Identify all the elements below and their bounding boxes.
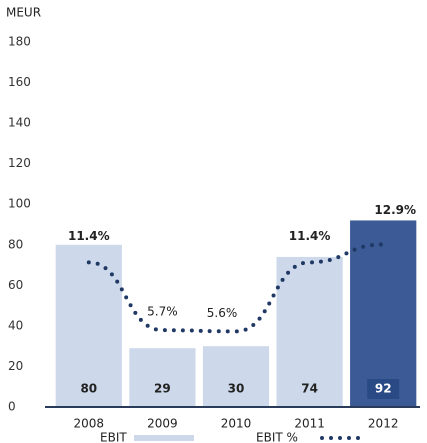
x-tick-label: 2012 [368,417,399,431]
line-value-label: 11.4% [68,229,110,243]
bar [129,348,196,407]
y-tick-label: 80 [8,237,23,251]
x-tick-label: 2011 [294,417,325,431]
legend-label: EBIT % [256,431,298,443]
y-tick-label: 100 [8,197,31,211]
value-label: 30 [228,382,245,396]
y-tick-label: 120 [8,156,31,170]
x-tick-label: 2009 [147,417,178,431]
y-tick-label: 180 [8,35,31,49]
y-tick-label: 0 [8,400,16,414]
line-value-label: 12.9% [374,203,416,217]
y-tick-label: 140 [8,116,31,130]
legend-swatch [134,435,194,441]
y-tick-label: 160 [8,75,31,89]
y-tick-label: 40 [8,318,23,332]
value-label-box [367,379,400,399]
x-tick-label: 2008 [74,417,105,431]
y-axis-label: MEUR [6,6,41,20]
bar [350,220,417,407]
bar [276,256,343,407]
ebit-percent-line [86,242,386,334]
value-label: 29 [154,382,171,396]
value-label: 80 [80,382,97,396]
line-value-label: 5.6% [207,306,238,320]
bar [202,346,270,407]
line-value-label: 5.7% [147,305,178,319]
x-tick-label: 2010 [221,417,252,431]
value-label: 74 [301,382,318,396]
value-label: 92 [375,382,392,396]
bar [55,244,122,407]
legend-label: EBIT [100,431,127,443]
y-tick-label: 20 [8,359,23,373]
y-tick-label: 60 [8,278,23,292]
line-value-label: 11.4% [289,229,331,243]
